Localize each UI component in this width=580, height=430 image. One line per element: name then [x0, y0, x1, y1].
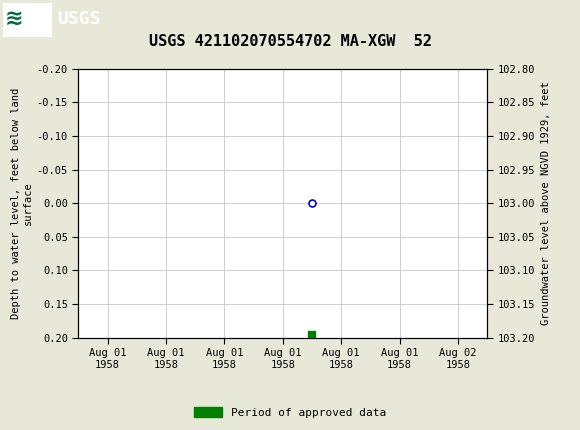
Text: ≋: ≋	[5, 9, 23, 29]
Y-axis label: Depth to water level, feet below land
surface: Depth to water level, feet below land su…	[11, 88, 32, 319]
Y-axis label: Groundwater level above NGVD 1929, feet: Groundwater level above NGVD 1929, feet	[541, 81, 550, 325]
Text: USGS 421102070554702 MA-XGW  52: USGS 421102070554702 MA-XGW 52	[148, 34, 432, 49]
Bar	[309, 331, 316, 340]
Legend: Period of approved data: Period of approved data	[190, 403, 390, 422]
FancyBboxPatch shape	[3, 3, 52, 37]
Text: USGS: USGS	[57, 10, 100, 28]
